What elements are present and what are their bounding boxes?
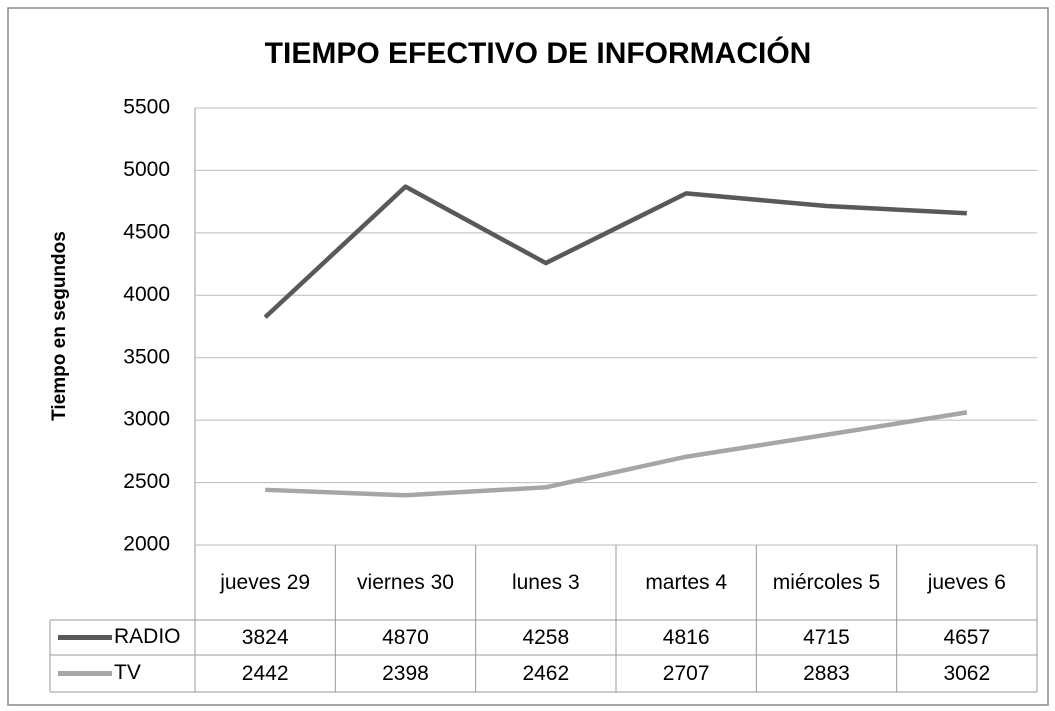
category-label: lunes 3 xyxy=(511,570,580,594)
category-label: jueves 6 xyxy=(927,570,1006,594)
table-value: 2398 xyxy=(382,661,429,685)
y-axis-label: Tiempo en segundos xyxy=(49,231,70,421)
table-value: 3824 xyxy=(241,625,289,649)
table-value: 4715 xyxy=(803,625,850,649)
y-tick-label: 5000 xyxy=(123,158,170,181)
table-value: 2462 xyxy=(522,661,570,685)
chart-border xyxy=(7,7,1049,706)
chart-title: TIEMPO EFECTIVO DE INFORMACIÓN xyxy=(265,36,812,70)
line xyxy=(265,410,968,498)
table-value: 4870 xyxy=(382,625,429,649)
legend-label: RADIO xyxy=(114,625,181,648)
y-tick-label: 2000 xyxy=(123,533,170,556)
category-label: jueves 29 xyxy=(220,570,311,594)
line xyxy=(263,184,967,319)
category-label: miércoles 5 xyxy=(772,570,881,594)
table-value: 2707 xyxy=(662,661,710,685)
category-label: viernes 30 xyxy=(357,570,454,594)
y-tick-label: 5500 xyxy=(123,96,170,119)
legend-label: TV xyxy=(114,661,141,684)
table-value: 4258 xyxy=(522,625,570,649)
y-tick-label: 2500 xyxy=(123,470,170,493)
table-value: 3062 xyxy=(943,661,991,685)
y-tick-label: 3000 xyxy=(123,408,170,431)
table-value: 4816 xyxy=(662,625,710,649)
table-value: 4657 xyxy=(943,625,991,649)
category-label: martes 4 xyxy=(645,570,728,594)
y-tick-label: 4000 xyxy=(123,283,170,306)
y-tick-label: 4500 xyxy=(123,220,170,243)
y-tick-label: 3500 xyxy=(123,345,170,368)
table-value: 2883 xyxy=(803,661,850,685)
table-value: 2442 xyxy=(241,661,289,685)
